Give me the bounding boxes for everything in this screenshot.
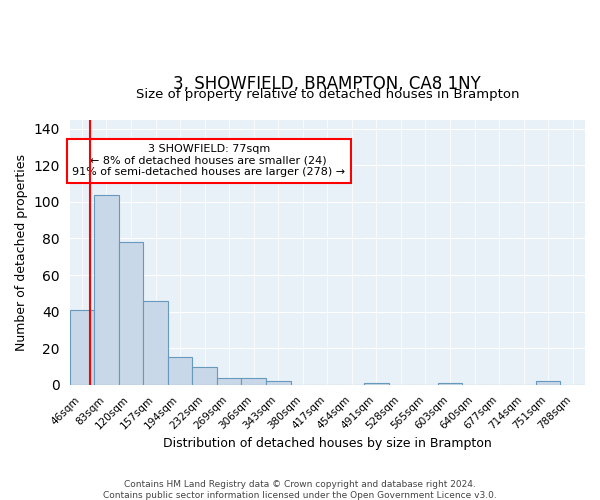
X-axis label: Distribution of detached houses by size in Brampton: Distribution of detached houses by size … bbox=[163, 437, 492, 450]
Bar bbox=[241, 378, 266, 385]
Bar bbox=[94, 194, 119, 385]
Bar bbox=[536, 381, 560, 385]
Text: Size of property relative to detached houses in Brampton: Size of property relative to detached ho… bbox=[136, 88, 519, 101]
Bar bbox=[217, 378, 241, 385]
Y-axis label: Number of detached properties: Number of detached properties bbox=[15, 154, 28, 350]
Text: 3 SHOWFIELD: 77sqm
← 8% of detached houses are smaller (24)
91% of semi-detached: 3 SHOWFIELD: 77sqm ← 8% of detached hous… bbox=[72, 144, 346, 178]
Bar bbox=[168, 358, 193, 385]
Bar bbox=[143, 300, 168, 385]
Text: Contains HM Land Registry data © Crown copyright and database right 2024.
Contai: Contains HM Land Registry data © Crown c… bbox=[103, 480, 497, 500]
Bar bbox=[438, 383, 462, 385]
Bar bbox=[119, 242, 143, 385]
Bar bbox=[266, 381, 290, 385]
Bar bbox=[193, 366, 217, 385]
Bar bbox=[70, 310, 94, 385]
Bar bbox=[364, 383, 389, 385]
Title: 3, SHOWFIELD, BRAMPTON, CA8 1NY: 3, SHOWFIELD, BRAMPTON, CA8 1NY bbox=[173, 75, 481, 93]
